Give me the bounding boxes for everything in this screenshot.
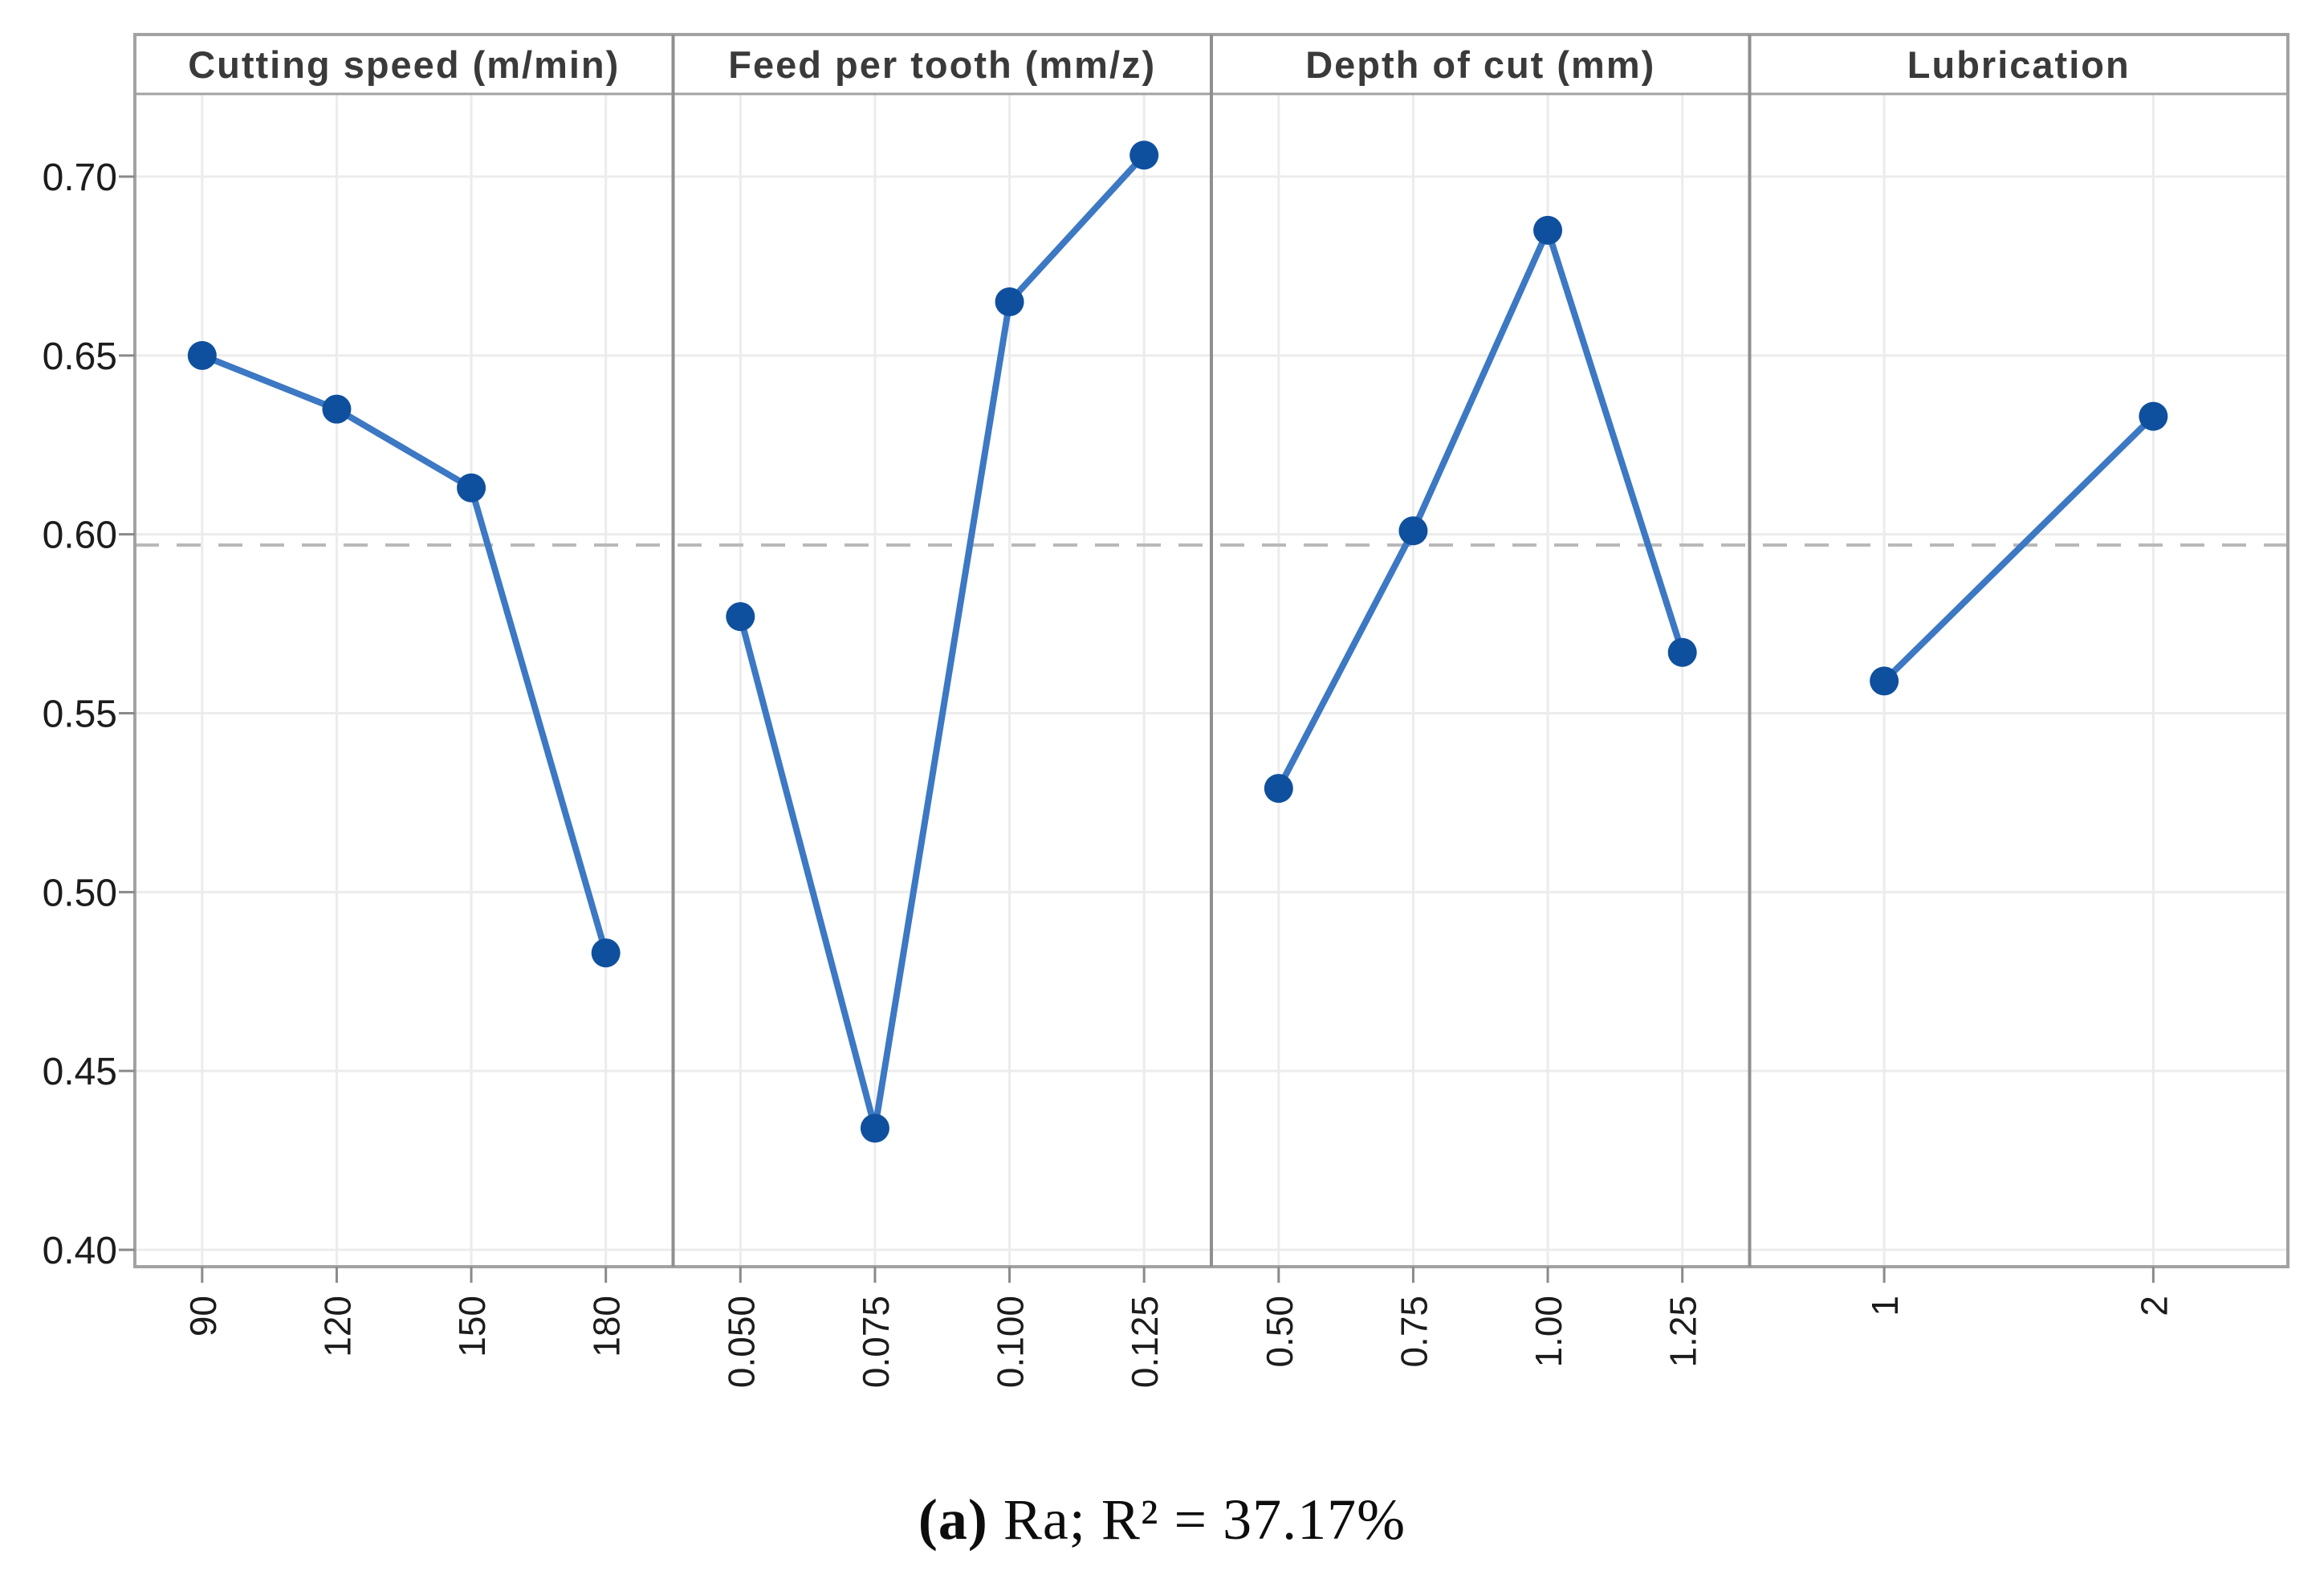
data-point-marker <box>187 340 217 370</box>
y-tick-label: 0.60 <box>43 515 117 557</box>
y-tick-label: 0.40 <box>43 1230 117 1272</box>
caption-paren-close: ) <box>967 1487 988 1552</box>
data-point-marker <box>1667 637 1697 667</box>
data-point-marker <box>457 473 486 503</box>
y-tick-label: 0.50 <box>43 872 117 914</box>
x-tick-label: 0.100 <box>990 1296 1032 1388</box>
data-point-marker <box>1264 774 1293 804</box>
x-tick-label: 0.75 <box>1393 1296 1435 1368</box>
caption-paren-open: ( <box>918 1487 938 1552</box>
x-tick-label: 180 <box>586 1296 628 1357</box>
x-tick-label: 0.50 <box>1259 1296 1300 1368</box>
x-tick-label: 0.050 <box>720 1296 762 1388</box>
panel-header-label: Depth of cut (mm) <box>1305 43 1655 86</box>
series-line <box>737 152 1148 1129</box>
figure-caption: (a) Ra; R² = 37.17% <box>0 1487 2324 1553</box>
panel-header-label: Feed per tooth (mm/z) <box>728 43 1156 86</box>
x-tick-label: 1.00 <box>1528 1296 1569 1368</box>
data-point-marker <box>860 1113 889 1143</box>
data-point-marker <box>2139 401 2168 431</box>
panel-header-label: Cutting speed (m/min) <box>188 43 620 86</box>
series-line <box>1881 413 2157 685</box>
data-point-marker <box>726 602 755 632</box>
data-point-marker <box>995 287 1024 316</box>
data-point-marker <box>1870 666 1899 696</box>
x-tick-label: 120 <box>316 1296 358 1357</box>
series-line <box>1275 221 1686 792</box>
x-tick-label: 1 <box>1864 1296 1906 1316</box>
data-point-marker <box>591 938 621 968</box>
x-tick-label: 150 <box>451 1296 493 1357</box>
panel-header-label: Lubrication <box>1907 43 2131 86</box>
data-point-marker <box>1129 140 1159 170</box>
data-point-marker <box>1533 215 1563 245</box>
y-tick-label: 0.55 <box>43 694 117 736</box>
caption-text: Ra; R² = 37.17% <box>987 1487 1406 1552</box>
series-line <box>198 352 609 957</box>
data-point-marker <box>322 394 352 424</box>
x-tick-label: 2 <box>2133 1296 2175 1316</box>
x-tick-label: 0.125 <box>1124 1296 1166 1388</box>
y-tick-label: 0.70 <box>43 157 117 199</box>
y-tick-label: 0.65 <box>43 336 117 378</box>
x-tick-label: 1.25 <box>1663 1296 1704 1368</box>
x-tick-label: 90 <box>182 1296 224 1337</box>
y-tick-label: 0.45 <box>43 1051 117 1093</box>
x-tick-label: 0.075 <box>855 1296 897 1388</box>
data-point-marker <box>1398 516 1428 546</box>
caption-letter: a <box>938 1487 968 1552</box>
